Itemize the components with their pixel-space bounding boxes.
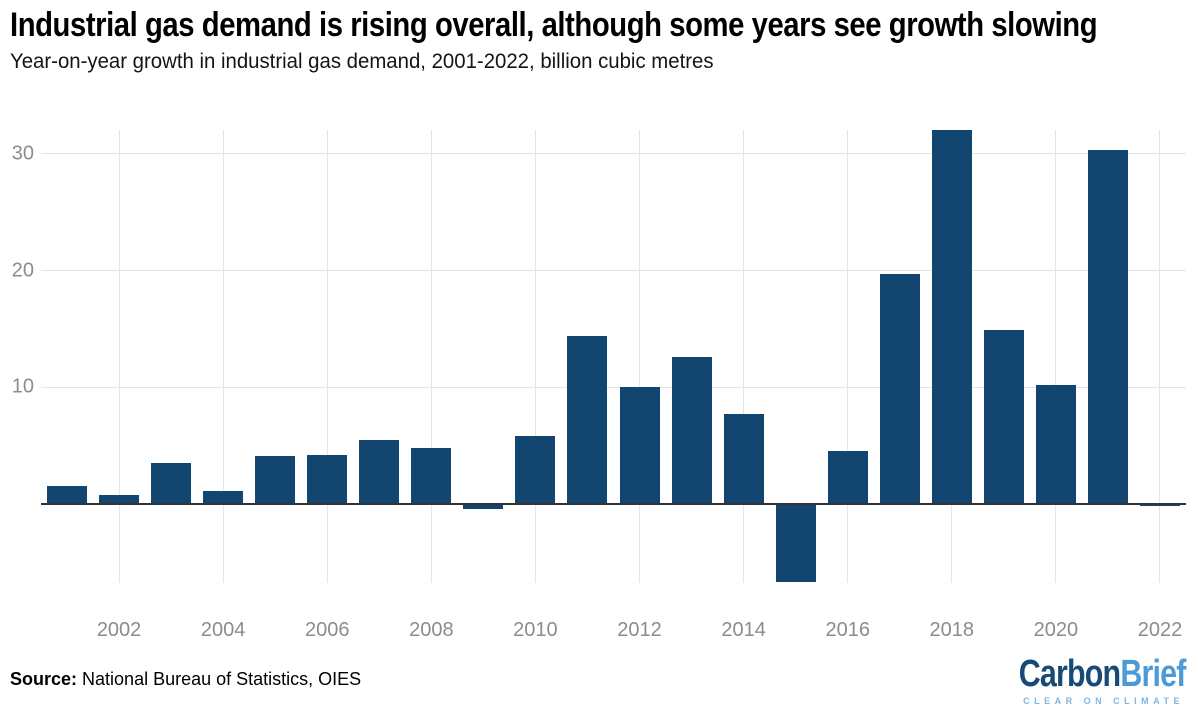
bar-2008[interactable]: [411, 447, 452, 504]
grid-line-y-30: [41, 153, 1186, 155]
x-tick-label-2012: 2012: [617, 619, 662, 641]
y-tick-label-10: 10: [11, 375, 34, 398]
bar-2012[interactable]: [619, 387, 660, 504]
bar-2009[interactable]: [463, 504, 504, 509]
bar-2016[interactable]: [827, 451, 868, 504]
grid-line-y-10: [41, 386, 1186, 388]
bar-2003[interactable]: [151, 463, 192, 504]
page-title: Industrial gas demand is rising overall,…: [10, 6, 1098, 44]
x-tick-label-2022: 2022: [1137, 619, 1183, 641]
bar-2011[interactable]: [567, 335, 608, 504]
grid-line-x-2012: [639, 130, 641, 583]
logo-carbon: Carbon: [1019, 653, 1121, 695]
bar-2010[interactable]: [515, 436, 556, 504]
y-tick-label-30: 30: [11, 142, 34, 165]
bar-2021[interactable]: [1087, 150, 1128, 504]
carbonbrief-logo: CarbonBrief CLEAR ON CLIMATE: [977, 653, 1187, 706]
bar-chart: 10 20 30 2002 2004 2006 2008 2010 2012 2014 2016 20…: [0, 100, 1200, 655]
bar-2007[interactable]: [359, 439, 400, 504]
x-tick-label-2018: 2018: [929, 619, 975, 641]
x-tick-label-2010: 2010: [513, 619, 558, 641]
carbonbrief-logo-text: CarbonBrief: [1019, 653, 1187, 695]
bar-2005[interactable]: [255, 456, 296, 504]
bar-2020[interactable]: [1035, 384, 1076, 504]
source-label: Source:: [10, 669, 78, 689]
grid-line-x-2008: [430, 130, 432, 583]
page-subtitle: Year-on-year growth in industrial gas de…: [10, 50, 714, 73]
bar-2002[interactable]: [99, 494, 140, 504]
bar-2022[interactable]: [1139, 504, 1180, 507]
bar-2018[interactable]: [931, 130, 972, 504]
axis-zero-line: [41, 503, 1186, 505]
grid-line-x-2004: [222, 130, 224, 583]
x-tick-label-2002: 2002: [96, 619, 142, 641]
source-line: Source: National Bureau of Statistics, O…: [10, 669, 361, 690]
bar-2014[interactable]: [723, 414, 764, 504]
grid-line-x-2014: [743, 130, 745, 583]
bar-2015[interactable]: [775, 504, 816, 583]
x-tick-label-2014: 2014: [721, 619, 766, 641]
grid-line-x-2022: [1159, 130, 1161, 583]
x-tick-label-2006: 2006: [305, 619, 350, 641]
grid-line-x-2016: [847, 130, 849, 583]
logo-tagline: CLEAR ON CLIMATE: [1023, 696, 1184, 706]
bar-2001[interactable]: [47, 486, 88, 504]
logo-brief: Brief: [1120, 653, 1187, 695]
grid-line-x-2006: [326, 130, 328, 583]
grid-line-y-20: [41, 270, 1186, 271]
x-tick-label-2004: 2004: [200, 619, 246, 641]
bar-2013[interactable]: [671, 356, 712, 504]
bar-2006[interactable]: [307, 454, 348, 504]
bar-2004[interactable]: [203, 491, 244, 504]
x-tick-label-2008: 2008: [409, 619, 454, 641]
source-text: National Bureau of Statistics, OIES: [77, 669, 362, 689]
grid-line-x-2010: [534, 130, 536, 583]
grid-line-x-2020: [1055, 130, 1057, 583]
bar-2019[interactable]: [983, 330, 1024, 504]
y-tick-label-20: 20: [11, 259, 34, 281]
grid-line-x-2002: [118, 130, 120, 583]
x-tick-label-2020: 2020: [1033, 619, 1079, 641]
x-tick-label-2016: 2016: [825, 619, 870, 641]
bar-2017[interactable]: [879, 274, 920, 504]
